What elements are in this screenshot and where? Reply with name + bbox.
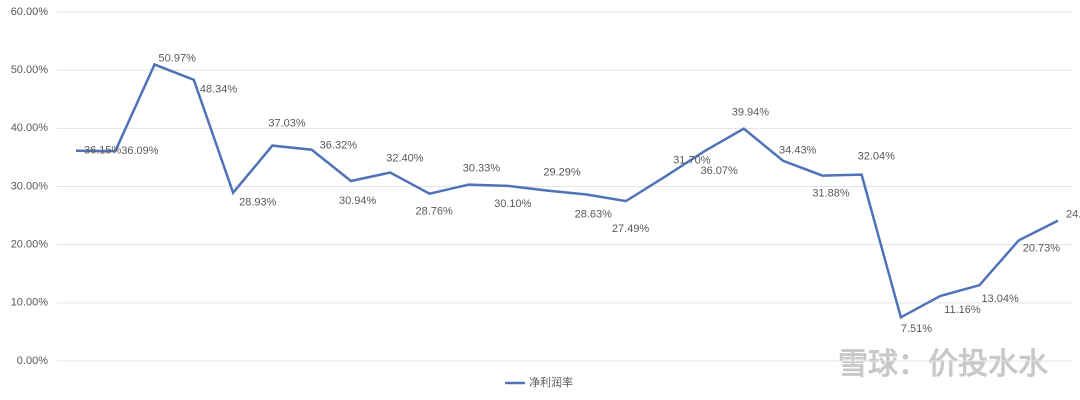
data-label: 30.10% bbox=[494, 198, 532, 210]
watermark: 雪球：价投水水 bbox=[838, 348, 1049, 381]
data-label: 36.07% bbox=[700, 165, 738, 177]
y-tick-label: 50.00% bbox=[11, 64, 49, 76]
data-label: 39.94% bbox=[732, 107, 770, 119]
data-label: 34.43% bbox=[779, 145, 817, 157]
data-label: 50.97% bbox=[159, 52, 197, 64]
legend-label: 净利润率 bbox=[529, 375, 573, 389]
data-label: 31.88% bbox=[812, 187, 850, 199]
data-label: 28.63% bbox=[575, 208, 613, 220]
data-label: 32.40% bbox=[386, 152, 424, 164]
y-tick-label: 0.00% bbox=[17, 355, 48, 367]
data-label: 36.15% bbox=[84, 145, 122, 157]
data-label: 48.34% bbox=[200, 84, 238, 96]
data-label: 32.04% bbox=[858, 151, 896, 163]
series-line bbox=[75, 62, 1059, 320]
data-label: 28.76% bbox=[416, 206, 454, 218]
y-tick-label: 20.00% bbox=[11, 239, 49, 251]
data-label: 20.73% bbox=[1023, 242, 1061, 254]
data-label: 31.70% bbox=[673, 155, 711, 167]
y-tick-label: 40.00% bbox=[11, 122, 49, 134]
data-label: 24.13% bbox=[1066, 209, 1080, 221]
data-label: 36.32% bbox=[320, 140, 358, 152]
data-label: 28.93% bbox=[239, 197, 277, 209]
data-label: 29.29% bbox=[543, 167, 581, 179]
data-label: 11.16% bbox=[944, 304, 981, 316]
data-label: 37.03% bbox=[268, 118, 306, 130]
data-label: 30.33% bbox=[463, 162, 501, 174]
y-tick-label: 10.00% bbox=[11, 297, 49, 309]
data-label: 30.94% bbox=[339, 195, 377, 207]
data-label: 27.49% bbox=[612, 223, 650, 235]
y-tick-label: 30.00% bbox=[11, 180, 49, 192]
y-tick-label: 60.00% bbox=[11, 6, 49, 18]
data-label: 13.04% bbox=[981, 293, 1019, 305]
data-label: 7.51% bbox=[901, 323, 932, 335]
data-label: 36.09% bbox=[121, 145, 159, 157]
